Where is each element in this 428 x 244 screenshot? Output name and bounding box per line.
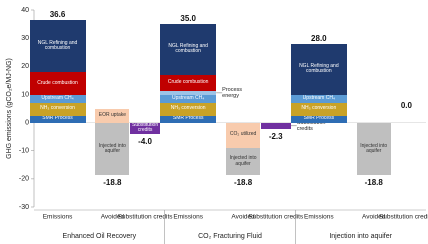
x-tick-label: Substitution credits xyxy=(118,214,174,221)
y-tick-label: -10 xyxy=(19,148,29,155)
x-tick-label: Substitution credits xyxy=(248,214,304,221)
total-label: 28.0 xyxy=(311,33,327,43)
bar-segment: NGL Refining and combustion xyxy=(29,19,86,73)
group-label: Injection into aquifer xyxy=(329,233,392,240)
bar-segment: Upstream CH₄ xyxy=(29,94,86,103)
bar-segment: NH₃ conversion xyxy=(29,102,86,116)
y-tick-label: 20 xyxy=(21,63,29,70)
x-tick-label: Avoided xyxy=(101,214,125,221)
total-label: 36.6 xyxy=(49,9,66,19)
bar-segment: Upstream CH₄ xyxy=(290,94,347,103)
total-label: 35.0 xyxy=(180,14,196,24)
total-label: -4.0 xyxy=(138,136,152,146)
total-label: -2.3 xyxy=(268,132,283,142)
bar-segment: Crude combustion xyxy=(29,72,86,95)
x-tick-label: Emissions xyxy=(43,214,73,221)
bar-segment xyxy=(160,90,217,95)
segment-label: Substitution credits xyxy=(296,119,326,132)
x-tick-label: Avoided xyxy=(231,214,255,221)
group-label: Enhanced Oil Recovery xyxy=(63,233,137,240)
x-tick-label: Emissions xyxy=(173,214,203,221)
total-label: -18.8 xyxy=(364,178,383,188)
bar-segment: Crude combustion xyxy=(160,74,217,91)
bar-segment: Upstream CH₄ xyxy=(160,94,217,103)
bar-segment: Injected into aquifer xyxy=(226,147,261,176)
bar-segment: EOR uptake xyxy=(95,108,130,123)
bar-segment: Injected into aquifer xyxy=(356,122,391,176)
x-tick-label: Substitution credits xyxy=(379,214,428,221)
total-label: 0.0 xyxy=(400,100,412,110)
y-axis-title: GHG emissions (gCO₂e/MJ-NG) xyxy=(6,58,13,159)
bar-segment: NH₃ conversion xyxy=(160,102,217,116)
y-tick-label: 40 xyxy=(21,7,29,14)
total-label: -18.8 xyxy=(103,178,122,188)
y-tick-label: 10 xyxy=(21,91,29,98)
group-label: CO₂ Fracturing Fluid xyxy=(198,233,262,240)
x-tick-label: Emissions xyxy=(304,214,334,221)
y-tick-label: 30 xyxy=(21,35,29,42)
bar-segment: NGL Refining and combustion xyxy=(290,43,347,95)
x-tick-label: Avoided xyxy=(362,214,386,221)
bar-segment: Substitution credits xyxy=(130,122,161,134)
total-label: -18.8 xyxy=(233,178,253,188)
y-tick-label: -20 xyxy=(19,176,29,183)
bar-segment: CO₂ utilized xyxy=(226,122,261,148)
y-tick-label: -30 xyxy=(19,204,29,211)
segment-label: Process energy xyxy=(222,86,243,99)
bar-segment: SMR Process xyxy=(29,115,86,123)
bar-segment: NH₃ conversion xyxy=(290,102,347,116)
bar-segment: NGL Refining and combustion xyxy=(160,24,217,75)
bar-segment: SMR Process xyxy=(160,115,217,123)
bar-segment: Injected into aquifer xyxy=(95,122,130,176)
y-tick-label: 0 xyxy=(25,119,29,126)
bar-segment: SMR Process xyxy=(290,115,347,123)
bar-segment xyxy=(260,122,291,130)
